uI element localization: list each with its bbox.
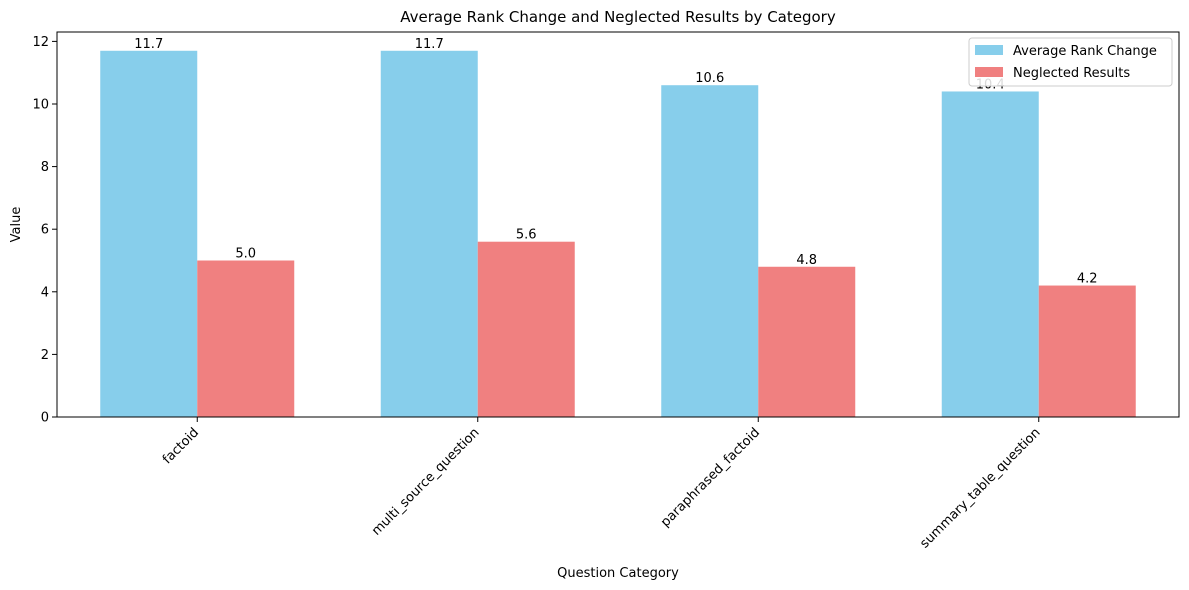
- x-tick-label: paraphrased_factoid: [658, 425, 763, 530]
- data-label: 4.8: [796, 253, 817, 268]
- bar-avg-rank-change-summary_table_question: [941, 91, 1039, 417]
- data-label: 5.0: [235, 246, 256, 261]
- y-tick-label: 10: [32, 97, 49, 112]
- x-tick-label: summary_table_question: [917, 425, 1043, 551]
- bar-neglected-results-multi_source_question: [477, 241, 575, 417]
- bar-neglected-results-factoid: [197, 260, 295, 417]
- y-tick-label: 0: [41, 411, 49, 426]
- data-label: 4.2: [1077, 272, 1098, 287]
- bar-avg-rank-change-paraphrased_factoid: [661, 85, 759, 418]
- x-axis-title: Question Category: [557, 566, 679, 581]
- x-tick-label: factoid: [160, 425, 202, 467]
- y-tick-label: 12: [32, 35, 49, 50]
- plot-bars: [100, 50, 1136, 418]
- chart-title: Average Rank Change and Neglected Result…: [400, 8, 836, 26]
- legend: Average Rank Change Neglected Results: [968, 37, 1173, 87]
- legend-box: [968, 37, 1173, 87]
- y-tick-label: 4: [41, 285, 49, 300]
- bar-avg-rank-change-factoid: [100, 50, 198, 417]
- legend-label: Average Rank Change: [1013, 44, 1157, 59]
- bar-neglected-results-summary_table_question: [1038, 285, 1136, 417]
- data-label: 11.7: [415, 37, 444, 52]
- x-tick-label: multi_source_question: [369, 425, 483, 539]
- plot-frame: [56, 31, 1180, 418]
- y-tick-label: 8: [41, 160, 49, 175]
- y-tick-label: 2: [41, 348, 49, 363]
- bar-neglected-results-paraphrased_factoid: [758, 266, 856, 417]
- legend-label: Neglected Results: [1013, 66, 1130, 81]
- legend-swatch: [975, 67, 1003, 77]
- data-label: 11.7: [134, 37, 163, 52]
- y-tick-label: 6: [41, 223, 49, 238]
- y-axis: 0 2 4 6 8 10 12: [32, 35, 57, 426]
- data-label: 10.6: [695, 71, 724, 86]
- y-axis-title: Value: [9, 207, 24, 243]
- data-label: 5.6: [516, 228, 537, 243]
- x-axis: factoid multi_source_question paraphrased_…: [160, 417, 1044, 551]
- bar-avg-rank-change-multi_source_question: [380, 50, 478, 417]
- legend-swatch: [975, 45, 1003, 55]
